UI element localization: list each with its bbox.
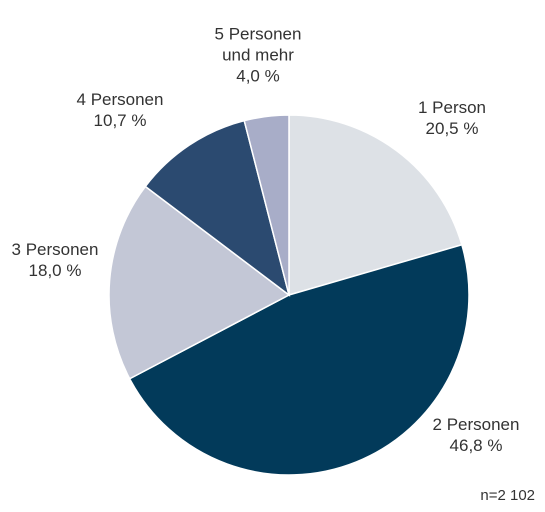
category-label: 5 Personen und mehr bbox=[214, 24, 302, 65]
category-label: 4 Personen bbox=[76, 90, 164, 109]
slice-label: 1 Person 20,5 % bbox=[404, 97, 500, 139]
sample-size-note: n=2 102 bbox=[480, 487, 535, 504]
category-label: 2 Personen bbox=[432, 415, 520, 434]
category-label: 1 Person bbox=[417, 98, 487, 117]
slice-label: 2 Personen 46,8 % bbox=[428, 414, 524, 456]
pie-slice bbox=[108, 185, 291, 380]
category-label: 3 Personen bbox=[11, 240, 99, 259]
pie-slice bbox=[144, 119, 291, 297]
slice-label: 5 Personen und mehr 4,0 % bbox=[210, 24, 306, 87]
value-label: 4,0 % bbox=[236, 66, 280, 86]
value-label: 20,5 % bbox=[425, 119, 479, 138]
value-label: 46,8 % bbox=[449, 436, 503, 455]
value-label: 18,0 % bbox=[28, 261, 82, 280]
slice-label: 4 Personen 10,7 % bbox=[72, 89, 168, 131]
slice-label: 3 Personen 18,0 % bbox=[7, 239, 103, 281]
pie-slice bbox=[288, 114, 463, 296]
pie-slice bbox=[243, 114, 290, 296]
pie-slice bbox=[128, 243, 470, 476]
value-label: 10,7 % bbox=[93, 111, 147, 130]
